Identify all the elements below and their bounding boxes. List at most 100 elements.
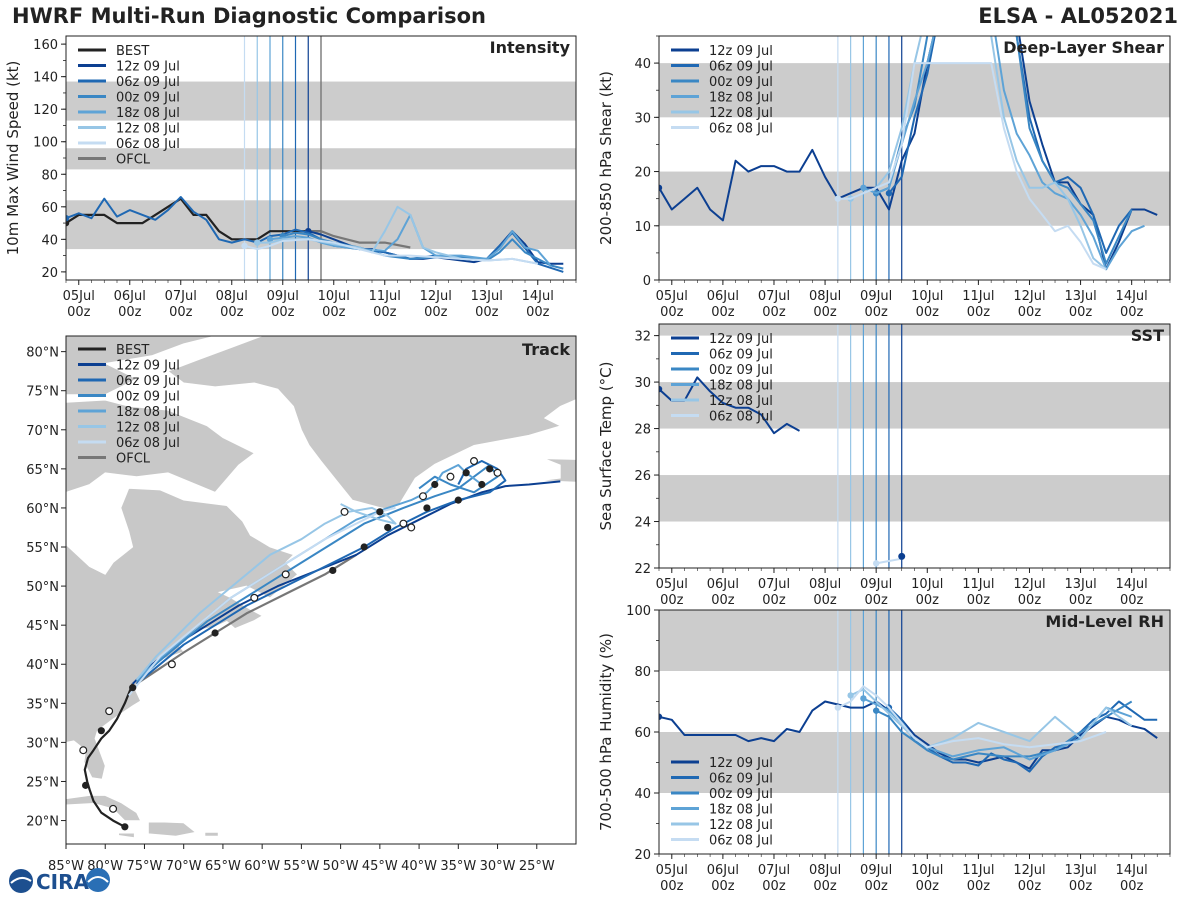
rh-xtick-hour: 00z: [711, 879, 735, 894]
shear-xtick-hour: 00z: [1069, 305, 1093, 320]
shear-legend-label: 00z 09 Jul: [709, 75, 773, 90]
sst-ytick-label: 32: [634, 330, 651, 345]
sst-xtick-day: 13Jul: [1064, 577, 1096, 592]
track-position-marker: [82, 781, 90, 789]
rh-legend-label: 12z 09 Jul: [709, 756, 773, 771]
rh-panel: 2040608010005Jul00z06Jul00z07Jul00z08Jul…: [597, 604, 1171, 894]
sst-xtick-hour: 00z: [660, 593, 684, 608]
rh-title: Mid-Level RH: [1045, 612, 1164, 631]
track-series-r06z09: [135, 460, 507, 685]
rh-band-1: [659, 610, 1170, 671]
rh-xtick-day: 05Jul: [656, 863, 688, 878]
track-legend-label: 12z 09 Jul: [116, 359, 180, 374]
track-lat-label: 75°N: [26, 385, 59, 400]
track-legend-label: OFCL: [116, 452, 151, 467]
track-lat-label: 40°N: [26, 658, 59, 673]
rh-xtick-day: 08Jul: [809, 863, 841, 878]
rh-xtick-day: 11Jul: [962, 863, 994, 878]
rh-xtick-day: 09Jul: [860, 863, 892, 878]
track-legend-label: 00z 09 Jul: [116, 390, 180, 405]
shear-panel: 01020304005Jul00z06Jul00z07Jul00z08Jul00…: [597, 35, 1171, 320]
track-lat-label: 35°N: [26, 697, 59, 712]
track-lat-label: 50°N: [26, 580, 59, 595]
intensity-legend-label: 06z 08 Jul: [116, 137, 180, 152]
track-open-marker: [340, 507, 349, 516]
track-legend-label: BEST: [116, 343, 149, 358]
shear-xtick-day: 09Jul: [860, 289, 892, 304]
sst-marker: [898, 552, 906, 560]
intensity-series-r06z08: [244, 238, 538, 265]
rh-ytick-label: 100: [626, 604, 651, 619]
track-panel: 20°N 25°N 30°N 35°N 40°N 45°N 50°N 55°N 60°N 65°N…: [26, 335, 577, 874]
track-series-r00z09: [135, 464, 499, 683]
shear-xtick-day: 07Jul: [758, 289, 790, 304]
rh-xtick-day: 12Jul: [1013, 863, 1045, 878]
track-lat-label: 65°N: [26, 463, 59, 478]
shear-title: Deep-Layer Shear: [1003, 38, 1164, 57]
shear-series-r06z08: [837, 62, 1107, 271]
intensity-ytick-label: 40: [41, 233, 58, 248]
track-position-marker: [486, 465, 494, 473]
track-position-marker: [360, 543, 368, 551]
track-frame: [65, 335, 577, 845]
intensity-title: Intensity: [490, 38, 571, 57]
rh-xtick-hour: 00z: [813, 879, 837, 894]
track-lon-label: 50°W: [323, 859, 359, 874]
shear-xtick-day: 12Jul: [1013, 289, 1045, 304]
track-legend-label: 18z 08 Jul: [116, 405, 180, 420]
track-lat-label: 55°N: [26, 541, 59, 556]
track-landmass-1: [66, 399, 256, 493]
track-open-marker: [470, 457, 479, 466]
intensity-xtick-day: 12Jul: [420, 289, 452, 304]
track-open-marker: [493, 468, 502, 477]
track-plot-area: [66, 336, 576, 844]
rh-series-r06z09: [888, 700, 1158, 773]
sst-title: SST: [1131, 326, 1164, 345]
intensity-xtick-hour: 00z: [373, 305, 397, 320]
intensity-legend-label: BEST: [116, 44, 149, 59]
figure-title: HWRF Multi-Run Diagnostic Comparison: [12, 4, 487, 28]
sst-legend-label: 00z 09 Jul: [709, 363, 773, 378]
intensity-xtick-hour: 00z: [424, 305, 448, 320]
shear-xtick-day: 06Jul: [707, 289, 739, 304]
intensity-xtick-day: 10Jul: [318, 289, 350, 304]
storm-title: ELSA - AL052021: [978, 4, 1178, 28]
intensity-xtick-hour: 00z: [220, 305, 244, 320]
sst-xtick-day: 08Jul: [809, 577, 841, 592]
rh-series-start-r00z09: [872, 707, 880, 714]
intensity-legend-label: 12z 08 Jul: [116, 122, 180, 137]
track-landmass-4: [540, 458, 576, 483]
track-landmass-6: [147, 821, 197, 837]
intensity-ylabel: 10m Max Wind Speed (kt): [4, 61, 22, 256]
rh-xtick-hour: 00z: [762, 879, 786, 894]
intensity-xtick-hour: 00z: [169, 305, 193, 320]
sst-band-1: [659, 382, 1170, 429]
shear-xtick-hour: 00z: [864, 305, 888, 320]
intensity-ytick-label: 20: [41, 266, 58, 281]
track-open-marker: [167, 660, 176, 669]
shear-series-start-r06z08: [834, 195, 842, 202]
track-open-marker: [109, 804, 118, 813]
intensity-ytick-label: 80: [41, 168, 58, 183]
sst-xtick-hour: 00z: [1018, 593, 1042, 608]
track-lat-label: 30°N: [26, 736, 59, 751]
track-open-marker: [281, 570, 290, 579]
intensity-series-start-r18z08: [266, 236, 274, 243]
sst-legend-label: 12z 08 Jul: [709, 394, 773, 409]
sst-ytick-label: 24: [634, 516, 651, 531]
track-lon-label: 30°W: [480, 859, 516, 874]
intensity-series-start-best: [66, 219, 70, 227]
rh-xtick-hour: 00z: [1069, 879, 1093, 894]
shear-legend-label: 06z 09 Jul: [709, 60, 773, 75]
intensity-ytick-label: 100: [33, 136, 58, 151]
rh-series-start-r06z08: [834, 704, 842, 711]
track-lon-label: 35°W: [440, 859, 476, 874]
track-landmass-3: [167, 336, 576, 510]
rh-series-r12z08: [850, 688, 1133, 749]
rh-series-start-r12z09: [659, 713, 663, 720]
track-lon-label: 75°W: [127, 859, 163, 874]
intensity-xtick-day: 14Jul: [522, 289, 554, 304]
sst-plot-area: [659, 324, 1170, 568]
